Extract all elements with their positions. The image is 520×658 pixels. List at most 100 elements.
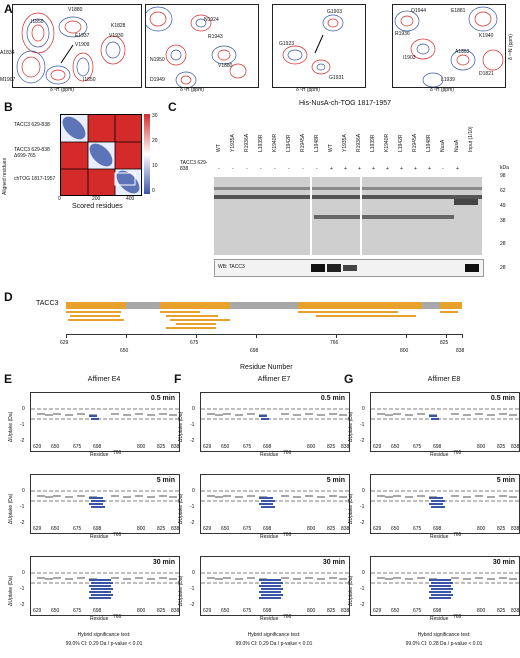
axis-tick: 629	[203, 526, 212, 532]
gel-sign: -	[246, 166, 248, 172]
axis-tick: 838	[171, 526, 180, 532]
row-label: chTOG 1817-1957	[14, 176, 56, 182]
axis-tick: 800	[400, 348, 409, 354]
axis-tick: 766	[453, 450, 462, 456]
gel-sign: -	[288, 166, 290, 172]
nmr-spectrum-4: Q1944 E1881 R1936 K1940 I1903 A1863 D182…	[392, 4, 506, 88]
nmr-spectrum-3: G1903 G1923 G1931	[272, 4, 366, 88]
wb-label: WB: TACC3	[218, 264, 245, 270]
gel-lane-label: L1939R	[370, 134, 376, 152]
colorbar	[144, 114, 150, 194]
axis-tick: 838	[341, 526, 350, 532]
peak-label: K1828	[111, 23, 126, 29]
axis-tick: 0	[192, 488, 195, 494]
axis-tick: -1	[190, 586, 195, 592]
axis-tick: -1	[20, 586, 25, 592]
axis-xlabel: Residue	[260, 616, 279, 622]
axis-tick-mark	[126, 334, 127, 338]
axis-tick: -2	[360, 438, 365, 444]
axis-tick: -2	[20, 602, 25, 608]
axis-tick: 675	[243, 444, 252, 450]
gel-sign: -	[232, 166, 234, 172]
axis-tick: 800	[307, 444, 316, 450]
gel-lane-label: R1936A	[356, 133, 362, 152]
peak-label: I1850	[31, 19, 44, 25]
wb-band	[327, 264, 341, 272]
axis-tick: 629	[203, 608, 212, 614]
peak-label: R1936	[395, 31, 410, 37]
panel-label-b: B	[4, 100, 13, 114]
axis-tick-mark	[66, 334, 67, 338]
sds-gel	[214, 177, 482, 255]
axis-tick: 800	[137, 444, 146, 450]
uptake-plot-area	[31, 490, 179, 508]
contact-map-image	[61, 115, 141, 195]
axis-tick-mark	[196, 334, 197, 338]
nmr-contours-1	[16, 12, 126, 85]
wb-band	[465, 264, 479, 272]
peak-label: D1949	[150, 77, 165, 83]
axis-tick: 698	[263, 526, 272, 532]
axis-tick: 825	[497, 608, 506, 614]
timepoint-label: 5 min	[156, 477, 175, 484]
uptake-plot-area	[371, 572, 519, 599]
axis-tick: 766	[113, 450, 122, 456]
axis-tick: 838	[511, 444, 520, 450]
axis-tick: 629	[203, 444, 212, 450]
axis-tick: 0	[362, 570, 365, 576]
nmr-contours-2	[146, 6, 247, 87]
axis-tick: 675	[413, 608, 422, 614]
gel-band-main	[214, 195, 482, 199]
axis-tick: 0	[192, 570, 195, 576]
axis-ylabel: ΔUptake (Da)	[8, 411, 14, 442]
peak-label-outside: M1907	[0, 77, 16, 83]
gel-band-tacc3	[314, 215, 454, 219]
axis-tick: 0	[22, 570, 25, 576]
axis-tick: 675	[413, 444, 422, 450]
axis-tick-mark	[446, 334, 447, 338]
gel-sign: -	[218, 166, 220, 172]
coverage-bar	[66, 302, 462, 309]
peak-label: E1937	[75, 33, 90, 39]
axis-xlabel: Residue	[90, 452, 109, 458]
axis-xlabel: Scored residues	[72, 203, 123, 210]
row-label: TACC3 629-838 Δ699-765	[14, 147, 50, 159]
axis-tick-mark	[406, 334, 407, 338]
gel-sign: +	[386, 166, 389, 172]
nmr-spectrum-2: N1924 R1943 N1950 V1880 D1949	[145, 4, 259, 88]
uptake-plot-area	[371, 408, 519, 420]
axis-tick: 838	[341, 608, 350, 614]
panel-label-f: F	[174, 372, 182, 386]
timepoint-label: 0.5 min	[150, 395, 175, 402]
axis-tick: 675	[73, 444, 82, 450]
panel-label-a: A	[4, 2, 13, 16]
gel-band-nusa	[454, 199, 478, 205]
gel-sign: +	[344, 166, 347, 172]
gel-lane-label: L1948R	[426, 134, 432, 152]
axis-xlabel: Residue	[260, 452, 279, 458]
axis-tick: 650	[51, 526, 60, 532]
western-blot	[214, 259, 484, 277]
gel-lane-label: K1940R	[272, 133, 278, 152]
kda-marker: 62	[500, 188, 506, 194]
axis-tick-mark	[336, 334, 337, 338]
gel-lane-label: L1939R	[258, 134, 264, 152]
peak-label: L1939	[441, 77, 455, 83]
gel-sign: +	[372, 166, 375, 172]
kda-unit: kDa	[500, 165, 509, 171]
axis-tick: 800	[137, 526, 146, 532]
uptake-plot: 0.5 min 629 650 675 698 766 800 825 838	[370, 392, 520, 456]
significance-test: Hybrid significance test:	[77, 632, 131, 638]
nmr-contours-4	[394, 6, 504, 87]
axis-tick: 629	[60, 340, 69, 346]
axis-tick: -2	[190, 602, 195, 608]
axis-tick: 800	[477, 526, 486, 532]
axis-tick: -1	[20, 422, 25, 428]
uptake-plot: 30 min 629 650 675 698 766 800 825 838	[370, 556, 520, 620]
axis-tick: 650	[221, 526, 230, 532]
axis-tick: 698	[433, 444, 442, 450]
timepoint-label: 0.5 min	[320, 395, 345, 402]
axis-tick: 838	[511, 526, 520, 532]
uptake-plot: 30 min 629 650 675 698 766 800 825 838	[30, 556, 180, 620]
axis-tick: -2	[20, 520, 25, 526]
